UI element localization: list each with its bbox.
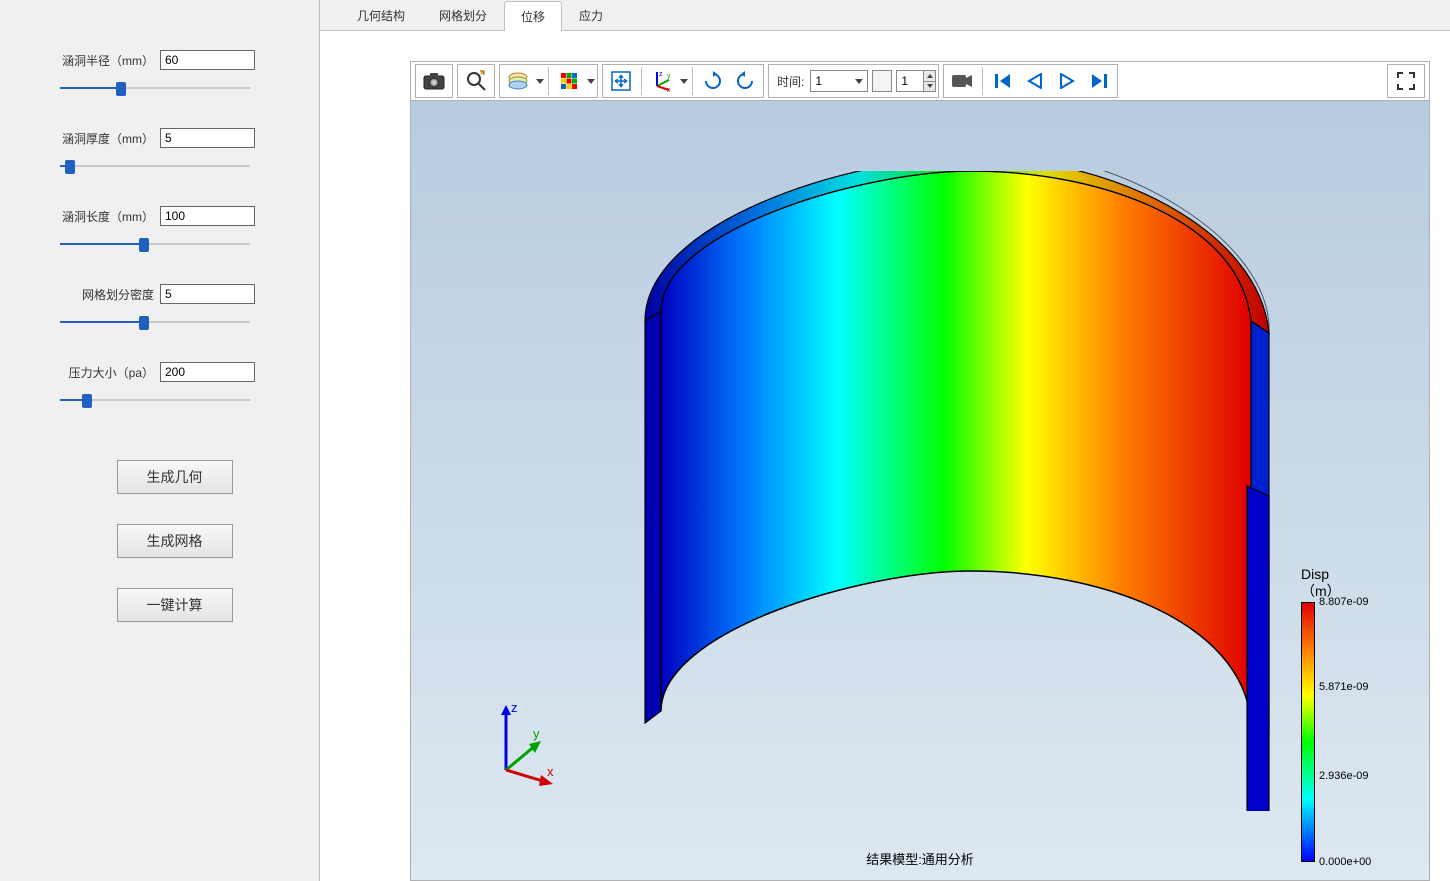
- axis-orientation-icon[interactable]: zy x: [646, 65, 678, 97]
- legend-title: Disp（m）: [1301, 566, 1411, 600]
- video-camera-icon[interactable]: [946, 65, 978, 97]
- rotate-cw-icon[interactable]: [697, 65, 729, 97]
- viewport-wrap: zyx 时间: 1 1: [320, 31, 1450, 881]
- param-slider-2[interactable]: [60, 234, 250, 254]
- play-forward-icon[interactable]: [1051, 65, 1083, 97]
- viewport-toolbar: zy x 时间: 1 1: [410, 61, 1430, 101]
- param-input-1[interactable]: [160, 128, 255, 148]
- param-input-2[interactable]: [160, 206, 255, 226]
- param-label-0: 涵洞半径（mm）: [60, 52, 160, 69]
- compute-button[interactable]: 一键计算: [117, 588, 233, 622]
- chevron-down-icon[interactable]: [536, 79, 544, 84]
- legend-bar: [1301, 602, 1315, 862]
- skip-first-icon[interactable]: [987, 65, 1019, 97]
- generate-geometry-button[interactable]: 生成几何: [117, 460, 233, 494]
- time-end-icon[interactable]: [872, 70, 892, 92]
- svg-text:y: y: [667, 73, 671, 80]
- param-label-1: 涵洞厚度（mm）: [60, 130, 160, 147]
- param-input-0[interactable]: [160, 50, 255, 70]
- viewport-3d[interactable]: z y x 结果模型:通用分析 Disp（m） 8.807e-09 5.871e-…: [410, 101, 1430, 881]
- time-select[interactable]: 1: [810, 70, 868, 92]
- camera-icon[interactable]: [418, 65, 450, 97]
- param-input-3[interactable]: [160, 284, 255, 304]
- param-slider-4[interactable]: [60, 390, 250, 410]
- chevron-down-icon[interactable]: [587, 79, 595, 84]
- svg-text:z: z: [511, 700, 518, 715]
- main-panel: 几何结构网格划分位移应力: [320, 0, 1450, 881]
- tabs: 几何结构网格划分位移应力: [320, 0, 1450, 31]
- viewport-bottom-label: 结果模型:通用分析: [866, 849, 974, 868]
- color-legend: Disp（m） 8.807e-095.871e-092.936e-090.000…: [1301, 566, 1411, 862]
- layers-icon[interactable]: [502, 65, 534, 97]
- axis-triad-icon: z y x: [481, 700, 571, 790]
- model-render: [601, 171, 1301, 811]
- param-input-4[interactable]: [160, 362, 255, 382]
- fullscreen-icon[interactable]: [1390, 65, 1422, 97]
- legend-tick: 2.936e-09: [1319, 770, 1369, 782]
- sidebar: 涵洞半径（mm） 涵洞厚度（mm） 涵洞长度（mm） 网格划分密度压力大小（pa） 生…: [0, 0, 320, 881]
- play-back-icon[interactable]: [1019, 65, 1051, 97]
- param-label-2: 涵洞长度（mm）: [60, 208, 160, 225]
- svg-text:y: y: [533, 726, 540, 741]
- param-label-4: 压力大小（pa）: [60, 364, 160, 381]
- tab-3[interactable]: 应力: [562, 0, 620, 30]
- svg-text:x: x: [547, 764, 554, 779]
- param-slider-1[interactable]: [60, 156, 250, 176]
- param-label-3: 网格划分密度: [60, 286, 160, 303]
- legend-tick: 8.807e-09: [1319, 596, 1369, 608]
- param-slider-3[interactable]: [60, 312, 250, 332]
- tab-0[interactable]: 几何结构: [340, 0, 422, 30]
- zoom-icon[interactable]: [460, 65, 492, 97]
- generate-mesh-button[interactable]: 生成网格: [117, 524, 233, 558]
- skip-last-icon[interactable]: [1083, 65, 1115, 97]
- fit-view-icon[interactable]: [605, 65, 637, 97]
- tab-2[interactable]: 位移: [504, 1, 562, 31]
- chevron-down-icon[interactable]: [680, 79, 688, 84]
- time-label: 时间:: [771, 73, 810, 90]
- rubik-icon[interactable]: [553, 65, 585, 97]
- svg-text:z: z: [659, 71, 663, 78]
- legend-tick: 5.871e-09: [1319, 681, 1369, 693]
- legend-tick: 0.000e+00: [1319, 856, 1371, 868]
- svg-text:x: x: [667, 87, 671, 92]
- frame-spinner[interactable]: 1: [896, 70, 936, 92]
- param-slider-0[interactable]: [60, 78, 250, 98]
- rotate-ccw-icon[interactable]: [729, 65, 761, 97]
- tab-1[interactable]: 网格划分: [422, 0, 504, 30]
